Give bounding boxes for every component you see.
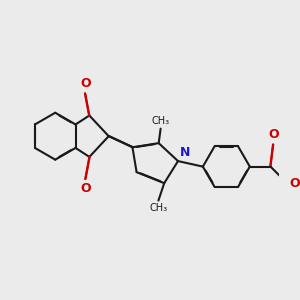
Text: O: O (80, 77, 91, 90)
Text: O: O (289, 177, 300, 190)
Text: O: O (80, 182, 91, 195)
Text: CH₃: CH₃ (152, 116, 170, 126)
Text: N: N (180, 146, 190, 159)
Text: CH₃: CH₃ (149, 203, 167, 213)
Text: O: O (268, 128, 279, 141)
